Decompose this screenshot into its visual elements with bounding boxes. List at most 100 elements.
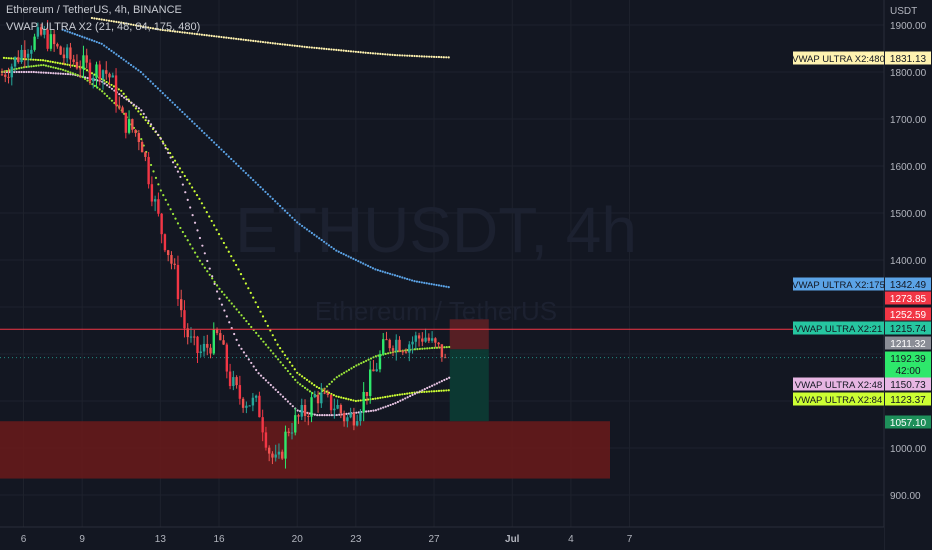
price-tick-labels: 1900.00 1800.00 1700.00 1600.00 1500.00 1400.… [890, 21, 927, 502]
vwap-dot [83, 77, 87, 80]
vwap-dot [435, 346, 439, 349]
vwap-dot [144, 119, 147, 122]
candle [105, 61, 108, 80]
vwap-dot [110, 87, 114, 90]
vwap-dot [217, 146, 221, 149]
vwap-dot [398, 54, 401, 57]
candle [271, 451, 274, 465]
vwap-dot [142, 116, 145, 119]
vwap-dot [164, 29, 167, 32]
vwap-dot [247, 358, 250, 361]
vwap-dot [179, 175, 182, 179]
vwap-dot [71, 32, 74, 35]
indicator-tag-label: VWAP ULTRA X2:48 [795, 380, 882, 391]
stop-zone [449, 319, 489, 350]
candle [326, 389, 330, 398]
vwap-dot [321, 414, 324, 417]
candle [150, 176, 154, 207]
vwap-dot [242, 277, 245, 280]
vwap-dot [37, 64, 40, 67]
vwap-dot [408, 278, 411, 281]
vwap-dot [93, 73, 96, 76]
vwap-dot [445, 346, 448, 349]
vwap-dot [188, 182, 191, 185]
vwap-dot [259, 186, 262, 189]
vwap-dot [54, 66, 57, 70]
vwap-dot [184, 235, 187, 238]
vwap-dot [46, 60, 50, 63]
indicator-legend[interactable]: VWAP ULTRA X2 (21, 48, 84, 175, 480) [6, 21, 201, 33]
candle [284, 425, 287, 469]
vwap-dot [328, 414, 331, 417]
vwap-dot [235, 37, 238, 40]
vwap-dot [156, 87, 160, 90]
vwap-dot [198, 33, 201, 36]
vwap-dot [103, 92, 106, 95]
vwap-dot [157, 183, 160, 186]
vwap-dot [227, 36, 230, 40]
vwap-dot [208, 215, 211, 218]
vwap-dot [206, 259, 209, 263]
candle [355, 414, 359, 427]
price-tag-value: 1211.32 [890, 339, 926, 350]
vwap-dot [413, 392, 417, 395]
vwap-dot [315, 235, 318, 238]
vwap-dot [426, 347, 429, 350]
vwap-dot [127, 62, 130, 65]
vwap-dot [276, 343, 279, 346]
candle-body [75, 61, 79, 69]
vwap-dot [252, 296, 255, 299]
candle-body [46, 29, 49, 49]
vwap-series [61, 28, 450, 289]
vwap-dot [332, 394, 335, 397]
vwap-dot [437, 284, 441, 287]
candle [193, 329, 196, 346]
candle-body [160, 213, 163, 235]
vwap-dot [279, 361, 282, 364]
vwap-dot [342, 253, 345, 256]
candle-body [88, 62, 92, 82]
time-axis-panel[interactable] [0, 527, 884, 550]
vwap-dot [112, 85, 116, 88]
vwap-dot [66, 30, 69, 33]
vwap-dot [350, 367, 353, 370]
vwap-dot [208, 273, 211, 276]
vwap-dot [15, 67, 18, 70]
candle [176, 255, 180, 306]
candle [424, 328, 427, 343]
vwap-dot [445, 377, 448, 380]
candle [365, 391, 369, 405]
vwap-dot [250, 361, 253, 365]
vwap-dot [371, 397, 375, 401]
vwap-dot [191, 32, 194, 35]
vwap-dot [296, 371, 299, 374]
vwap-dot [176, 170, 180, 173]
symbol-legend[interactable]: Ethereum / TetherUS, 4h, BINANCE [6, 4, 182, 16]
vwap-dot [359, 51, 362, 54]
candle [421, 332, 424, 347]
price-axis-panel[interactable] [884, 0, 932, 550]
candle [160, 212, 163, 244]
vwap-dot [327, 244, 331, 247]
vwap-dot [428, 385, 431, 388]
vwap-dot [129, 63, 133, 67]
candle-body [352, 412, 356, 426]
vwap-dot [355, 411, 358, 414]
candle [427, 333, 431, 344]
vwap-dot [379, 396, 382, 399]
vwap-dot [316, 414, 319, 417]
vwap-dot [437, 389, 441, 393]
price-tick-label: 1500.00 [890, 209, 927, 220]
candle [349, 407, 352, 419]
vwap-dot [49, 65, 52, 68]
vwap-dot [140, 109, 143, 112]
candle-body [258, 395, 261, 418]
candle-body [121, 107, 124, 113]
candle [98, 60, 101, 86]
vwap-dot [235, 162, 238, 165]
vwap-dot [415, 55, 419, 58]
vwap-dot [428, 55, 431, 58]
candle-body [385, 339, 388, 341]
